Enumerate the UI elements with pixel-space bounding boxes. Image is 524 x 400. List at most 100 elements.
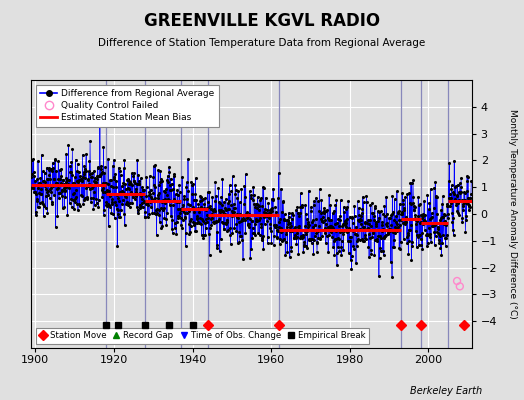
Point <box>103 202 111 209</box>
Point <box>432 193 441 200</box>
Point <box>452 183 460 189</box>
Point <box>71 196 80 202</box>
Point <box>70 190 78 196</box>
Point <box>399 197 408 204</box>
Point <box>436 245 445 252</box>
Point <box>233 211 241 218</box>
Point <box>343 204 352 210</box>
Point <box>359 238 367 244</box>
Point <box>92 200 101 206</box>
Point <box>211 208 219 214</box>
Point <box>45 165 53 171</box>
Point <box>119 165 128 172</box>
Point <box>47 166 55 172</box>
Point <box>235 228 243 235</box>
Point <box>199 218 208 224</box>
Point <box>384 230 392 236</box>
Point <box>421 219 430 226</box>
Point <box>136 205 144 212</box>
Point <box>31 178 39 184</box>
Point <box>367 223 376 230</box>
Point <box>43 210 52 216</box>
Point <box>58 188 67 194</box>
Point <box>391 223 399 230</box>
Point <box>139 204 147 210</box>
Point <box>395 217 403 223</box>
Point <box>426 216 434 222</box>
Point <box>202 225 210 231</box>
Point <box>304 222 313 229</box>
Point <box>218 176 226 182</box>
Point <box>262 210 270 216</box>
Point <box>167 213 175 219</box>
Point <box>353 243 361 249</box>
Point <box>283 221 292 227</box>
Point <box>401 218 410 225</box>
Point <box>443 232 451 238</box>
Point <box>433 226 442 233</box>
Point <box>93 164 102 170</box>
Point <box>369 213 378 219</box>
Point <box>223 206 232 212</box>
Point <box>246 188 254 194</box>
Point <box>435 220 444 226</box>
Point <box>442 235 451 241</box>
Point <box>184 188 192 194</box>
Point <box>81 175 90 181</box>
Point <box>297 233 305 239</box>
Point <box>366 235 374 241</box>
Point <box>333 250 341 256</box>
Point <box>171 191 180 198</box>
Point <box>41 186 50 192</box>
Point <box>297 234 305 240</box>
Point <box>253 218 261 224</box>
Point <box>37 191 46 197</box>
Point <box>302 228 311 234</box>
Point <box>351 213 359 219</box>
Point <box>90 188 98 195</box>
Point <box>80 197 88 203</box>
Point <box>437 207 445 213</box>
Point <box>147 194 156 200</box>
Point <box>215 216 223 222</box>
Point <box>153 210 161 216</box>
Point <box>263 213 271 220</box>
Text: GREENVILLE KGVL RADIO: GREENVILLE KGVL RADIO <box>144 12 380 30</box>
Point <box>29 169 38 175</box>
Point <box>344 198 352 204</box>
Point <box>429 220 437 226</box>
Point <box>392 224 400 231</box>
Point <box>105 177 114 183</box>
Point <box>444 202 453 209</box>
Point <box>172 199 181 205</box>
Point <box>429 205 438 211</box>
Point <box>385 228 393 234</box>
Point <box>378 226 387 232</box>
Point <box>355 204 363 211</box>
Point <box>406 180 414 186</box>
Point <box>466 195 474 201</box>
Point <box>260 209 268 215</box>
Point <box>145 189 154 196</box>
Point <box>375 214 383 221</box>
Point <box>290 234 299 240</box>
Point <box>465 204 474 210</box>
Point <box>147 197 156 204</box>
Point <box>182 230 190 236</box>
Point <box>301 223 309 230</box>
Point <box>414 194 422 200</box>
Point <box>94 204 103 210</box>
Point <box>417 211 425 218</box>
Point <box>293 224 302 230</box>
Point <box>289 226 297 233</box>
Point <box>48 168 57 175</box>
Point <box>360 237 368 244</box>
Point <box>202 206 210 213</box>
Point <box>151 162 159 168</box>
Point <box>279 216 288 222</box>
Point <box>258 237 266 244</box>
Point <box>326 223 334 229</box>
Point <box>194 205 202 211</box>
Point <box>318 217 326 224</box>
Point <box>205 252 214 258</box>
